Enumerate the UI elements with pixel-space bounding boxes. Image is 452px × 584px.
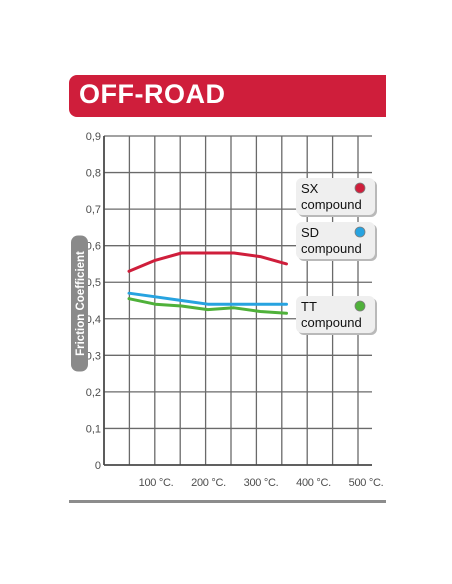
legend-color-dot bbox=[354, 300, 366, 312]
x-tick-label: 400 °C. bbox=[296, 477, 331, 489]
chart-title: OFF-ROAD bbox=[79, 79, 226, 109]
y-tick-label: 0,7 bbox=[86, 204, 101, 216]
legend-label-name: SX bbox=[301, 181, 319, 196]
series-line-tt bbox=[127, 297, 288, 315]
x-tick-label: 200 °C. bbox=[191, 477, 226, 489]
y-axis-title-pill bbox=[71, 235, 88, 372]
y-axis-title: Friction Coefficient bbox=[71, 235, 88, 372]
y-tick-label: 0,6 bbox=[86, 241, 101, 253]
y-tick-label: 0,8 bbox=[86, 168, 101, 180]
legend-color-dot bbox=[354, 226, 366, 238]
legend-color-dot bbox=[354, 182, 366, 194]
x-tick-label: 500 °C. bbox=[349, 477, 384, 489]
y-axis-title-text: Friction Coefficient bbox=[75, 251, 87, 356]
y-tick-label: 0,4 bbox=[86, 314, 101, 326]
title-banner: OFF-ROAD bbox=[69, 75, 386, 117]
y-tick-label: 0,9 bbox=[86, 131, 101, 143]
series-lines bbox=[127, 251, 288, 315]
y-tick-label: 0,5 bbox=[86, 277, 101, 289]
y-tick-label: 0,2 bbox=[86, 387, 101, 399]
legend-label-compound: compound bbox=[301, 241, 362, 256]
legend-label-name: SD bbox=[301, 225, 319, 240]
legend-label-name: TT bbox=[301, 299, 317, 314]
legend-label-compound: compound bbox=[301, 197, 362, 212]
x-tick-label: 300 °C. bbox=[244, 477, 279, 489]
bottom-divider bbox=[69, 500, 386, 503]
y-tick-label: 0,1 bbox=[86, 423, 101, 435]
legend-label-compound: compound bbox=[301, 315, 362, 330]
chart-axes: 0 0,1 0,2 0,3 0,4 0,5 0,6 0,7 0,8 0,9 100 °C. 200 °… bbox=[71, 131, 384, 489]
y-tick-label: 0 bbox=[95, 460, 101, 472]
series-line-sd bbox=[127, 291, 288, 306]
series-line-sx bbox=[127, 251, 288, 273]
y-tick-label: 0,3 bbox=[86, 350, 101, 362]
x-tick-label: 100 °C. bbox=[139, 477, 174, 489]
